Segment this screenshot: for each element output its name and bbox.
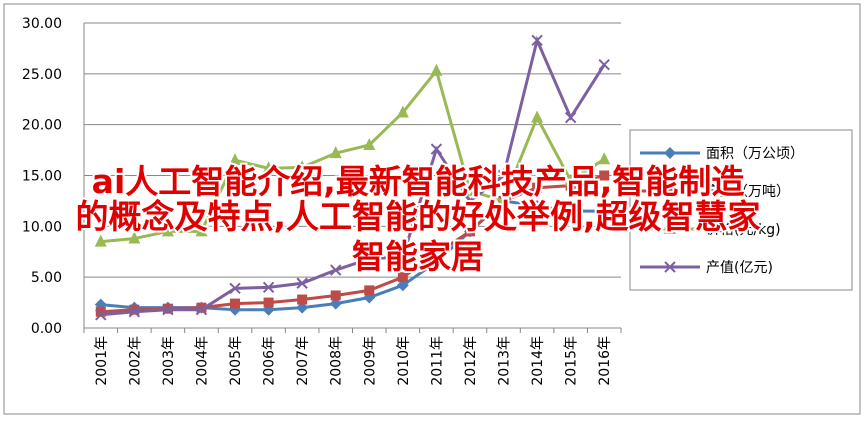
y-tick-label: 0.00 xyxy=(31,321,62,337)
point xyxy=(598,205,611,218)
point xyxy=(128,231,141,244)
x-tick-label: 2011年 xyxy=(429,336,445,386)
x-tick-label: 2015年 xyxy=(564,336,580,386)
point xyxy=(330,290,341,301)
legend-label: 价格(元/kg) xyxy=(706,222,781,238)
point xyxy=(532,182,543,193)
legend-marker xyxy=(664,261,676,273)
point xyxy=(564,111,577,124)
point xyxy=(598,58,610,71)
x-tick-label: 2003年 xyxy=(161,336,177,386)
y-tick-label: 15.00 xyxy=(22,169,62,185)
legend-marker xyxy=(664,222,676,234)
point xyxy=(464,226,475,237)
point xyxy=(363,253,375,265)
point xyxy=(329,297,342,310)
point xyxy=(330,264,342,276)
x-tick-label: 2004年 xyxy=(194,336,210,386)
point xyxy=(599,170,610,181)
x-tick-label: 2013年 xyxy=(497,336,513,386)
overlay-title: 的概念及特点,人工智能的好处举例,超级智慧家 xyxy=(75,197,760,236)
point xyxy=(196,302,207,313)
legend-label: 面积（万公顷） xyxy=(706,146,804,162)
point xyxy=(363,138,376,150)
point xyxy=(431,248,442,259)
y-tick-label: 20.00 xyxy=(22,118,62,134)
point xyxy=(95,309,107,321)
point xyxy=(195,224,208,237)
legend-label: 产值(亿元) xyxy=(706,260,773,276)
series-line xyxy=(100,67,606,244)
y-tick-label: 25.00 xyxy=(22,67,62,83)
point xyxy=(531,34,543,46)
point xyxy=(564,205,577,218)
overlay-title: ai人工智能介绍,最新智能科技产品,智能制造 xyxy=(92,162,745,201)
point xyxy=(565,180,576,191)
point xyxy=(195,303,208,316)
point xyxy=(430,143,443,155)
point xyxy=(531,200,544,212)
point xyxy=(531,110,544,123)
point xyxy=(464,195,476,207)
point xyxy=(463,183,476,196)
point xyxy=(297,294,308,305)
x-tick-label: 2005年 xyxy=(228,336,244,386)
point xyxy=(262,161,275,174)
point xyxy=(128,306,141,318)
y-tick-label: 5.00 xyxy=(31,270,62,286)
point xyxy=(230,298,241,309)
point xyxy=(94,234,107,247)
point xyxy=(497,169,510,182)
point xyxy=(430,255,443,268)
legend-label: 产量（万吨） xyxy=(706,184,790,200)
x-tick-label: 2014年 xyxy=(530,336,546,386)
point xyxy=(497,193,510,206)
point xyxy=(396,105,409,118)
point xyxy=(129,304,140,315)
legend-marker xyxy=(664,147,676,159)
point xyxy=(263,297,274,308)
point xyxy=(598,152,611,165)
series-line xyxy=(100,35,606,317)
point xyxy=(229,153,242,166)
x-tick-label: 2012年 xyxy=(463,336,479,386)
series-line xyxy=(100,174,605,314)
legend-marker xyxy=(665,186,675,196)
point xyxy=(229,282,241,295)
point xyxy=(95,306,106,317)
point xyxy=(329,146,342,159)
point xyxy=(262,281,275,294)
x-tick-label: 2006年 xyxy=(262,336,278,386)
x-tick-label: 2016年 xyxy=(597,336,613,386)
point xyxy=(296,160,309,173)
point xyxy=(430,63,443,76)
point xyxy=(296,277,308,289)
y-tick-label: 10.00 xyxy=(22,219,62,235)
x-tick-label: 2001年 xyxy=(94,336,110,386)
point xyxy=(161,224,174,237)
x-tick-label: 2010年 xyxy=(396,336,412,386)
point xyxy=(397,251,409,263)
overlay-title: 智能家居 xyxy=(352,237,484,276)
point xyxy=(296,301,309,314)
point xyxy=(162,303,174,316)
point xyxy=(397,272,408,283)
point xyxy=(364,285,375,296)
x-tick-label: 2008年 xyxy=(329,336,345,386)
x-tick-label: 2002年 xyxy=(127,336,143,386)
x-tick-label: 2007年 xyxy=(295,336,311,386)
y-tick-label: 30.00 xyxy=(22,16,62,32)
x-tick-label: 2009年 xyxy=(362,336,378,386)
point xyxy=(564,173,577,186)
point xyxy=(396,279,409,292)
